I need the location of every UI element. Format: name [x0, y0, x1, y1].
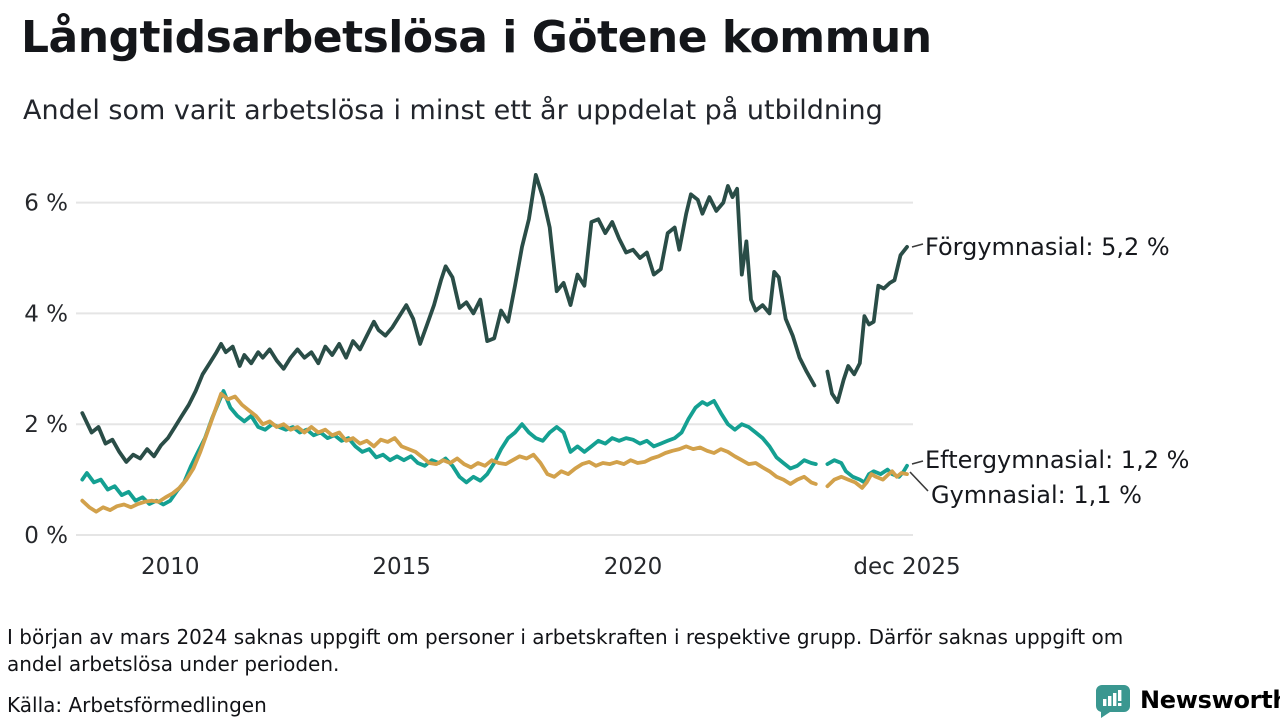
- exclamation-dot: [1118, 703, 1122, 706]
- y-tick-label: 6 %: [24, 191, 68, 217]
- x-tick-label: 2015: [372, 554, 431, 580]
- series-line-eftergymnasial: [80, 389, 818, 507]
- newsworthy-logo: Newsworthy: [1094, 684, 1280, 718]
- y-tick-label: 2 %: [24, 412, 68, 438]
- bar-medium: [1108, 696, 1112, 706]
- exclamation-stem: [1118, 690, 1122, 701]
- x-tick-label: dec 2025: [853, 554, 960, 580]
- series-line-förgymnasial: [80, 172, 817, 464]
- page-title: Långtidsarbetslösa i Götene kommun: [21, 12, 932, 63]
- series-label-forgymnasial: Förgymnasial: 5,2 %: [925, 233, 1170, 261]
- label-connector: [911, 243, 924, 248]
- series-line-gymnasial: [825, 469, 909, 490]
- footnote-line-2: andel arbetslösa under perioden.: [7, 652, 340, 676]
- bar-small: [1103, 699, 1107, 706]
- speech-bubble-shape: [1095, 685, 1130, 718]
- label-connector: [911, 460, 924, 465]
- x-tick-label: 2020: [604, 554, 663, 580]
- x-tick-label: 2010: [141, 554, 200, 580]
- y-tick-label: 4 %: [24, 301, 68, 327]
- page-subtitle: Andel som varit arbetslösa i minst ett å…: [23, 95, 883, 126]
- source-credit: Källa: Arbetsförmedlingen: [7, 693, 267, 717]
- bar-large: [1113, 693, 1117, 706]
- series-line-förgymnasial: [825, 245, 909, 404]
- series-label-gymnasial: Gymnasial: 1,1 %: [931, 481, 1142, 509]
- series-label-eftergymnasial: Eftergymnasial: 1,2 %: [925, 446, 1190, 474]
- label-connector: [909, 471, 929, 492]
- footnote-line-1: I början av mars 2024 saknas uppgift om …: [7, 625, 1124, 649]
- chart-area: 0 % 2 % 4 % 6 % 2010 2015 2020 dec 2025: [0, 160, 1280, 600]
- newsworthy-wordmark: Newsworthy: [1140, 686, 1280, 714]
- footnote: I början av mars 2024 saknas uppgift om …: [7, 624, 1123, 678]
- newsworthy-bar-chart-speech-bubble-icon: [1095, 685, 1130, 718]
- line-chart-svg: 0 % 2 % 4 % 6 % 2010 2015 2020 dec 2025: [24, 172, 961, 580]
- series-line-gymnasial: [80, 391, 818, 514]
- y-tick-label: 0 %: [24, 523, 68, 549]
